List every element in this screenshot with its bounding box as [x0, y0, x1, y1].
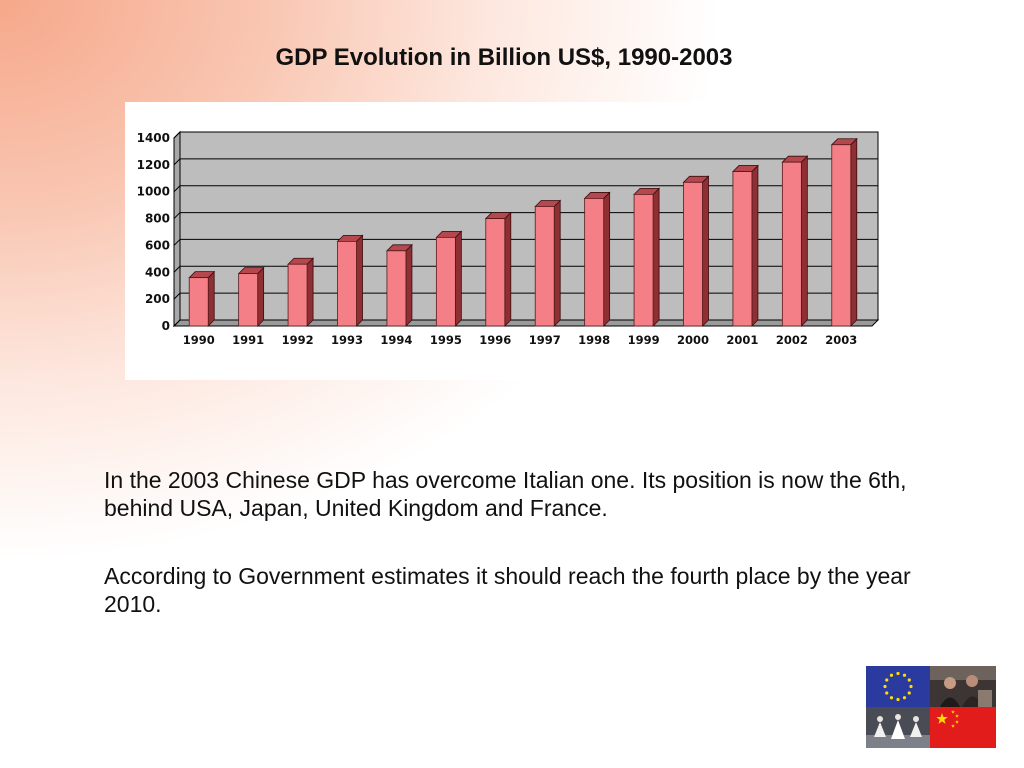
gridline-side: [173, 292, 181, 300]
bar: [337, 240, 357, 327]
gridline-side: [173, 131, 181, 139]
gridline-side: [173, 239, 181, 246]
bar-side: [603, 191, 611, 327]
paragraph-2: According to Government estimates it sho…: [104, 563, 911, 617]
bar-side: [207, 270, 215, 327]
bar: [732, 171, 753, 327]
bar-side: [751, 164, 759, 327]
bar-side: [257, 266, 265, 327]
x-tick-label: 1999: [628, 333, 660, 347]
bar-side: [850, 137, 858, 327]
y-tick-label: 1200: [137, 158, 170, 172]
plot-side-wall: [173, 130, 181, 328]
gridline-side: [173, 212, 181, 219]
x-tick-label: 1990: [183, 333, 215, 347]
x-tick-label: 1995: [430, 333, 462, 347]
slide-title: GDP Evolution in Billion US$, 1990-2003: [275, 44, 733, 71]
x-tick-label: 1993: [331, 333, 363, 347]
bar: [534, 206, 555, 327]
bar-side: [454, 230, 462, 327]
dancers-photo-icon: [866, 707, 930, 748]
x-tick-label: 1994: [380, 333, 412, 347]
gridline-side: [173, 158, 181, 166]
bar-side: [504, 211, 512, 327]
gdp-bar-chart: 0 200 400 600 800 1000 1200 1400 1990 1991 1992 199…: [125, 102, 898, 380]
x-tick-label: 1991: [232, 333, 264, 347]
bar: [287, 263, 308, 327]
y-tick-label: 0: [162, 319, 170, 333]
x-tick-label: 2002: [776, 333, 808, 347]
gridline-side: [173, 185, 181, 193]
bar: [831, 144, 852, 327]
bar-side: [356, 234, 363, 327]
bar-side: [800, 155, 808, 327]
bar: [781, 161, 802, 327]
bar: [584, 198, 605, 327]
logo-mosaic: [866, 666, 996, 748]
gridline-side: [173, 265, 181, 273]
y-tick-label: 400: [145, 265, 170, 279]
people-photo-icon: [930, 666, 996, 707]
y-tick-label: 200: [145, 292, 170, 306]
plot-area: [179, 131, 879, 321]
bar: [238, 273, 259, 327]
x-tick-label: 1996: [479, 333, 511, 347]
y-tick-label: 800: [145, 212, 170, 226]
chart-svg: 0 200 400 600 800 1000 1200 1400 1990 1991 1992 199…: [137, 130, 880, 347]
x-tick-label: 2003: [825, 333, 857, 347]
china-flag-icon: [930, 707, 996, 748]
bar: [435, 236, 456, 327]
bar-side: [306, 257, 314, 327]
bar: [683, 181, 703, 327]
bar-side: [652, 187, 660, 327]
body-text: In the 2003 Chinese GDP has overcome Ita…: [104, 466, 944, 658]
y-tick-label: 1400: [137, 131, 170, 145]
y-tick-label: 600: [145, 238, 170, 252]
bar: [485, 218, 506, 327]
x-tick-label: 1997: [529, 333, 561, 347]
eu-flag-icon: [866, 666, 930, 707]
x-tick-label: 2001: [726, 333, 758, 347]
bar: [633, 194, 654, 327]
x-tick-label: 1992: [282, 333, 314, 347]
x-tick-label: 2000: [677, 333, 709, 347]
bar: [386, 250, 407, 327]
bar: [188, 277, 209, 327]
y-tick-label: 1000: [137, 185, 170, 199]
paragraph-1: In the 2003 Chinese GDP has overcome Ita…: [104, 467, 907, 521]
x-tick-label: 1998: [578, 333, 610, 347]
plot-floor: [172, 319, 880, 327]
bar-side: [553, 199, 561, 327]
bar-side: [405, 243, 413, 327]
bar-side: [702, 175, 709, 327]
gridline-side: [173, 319, 181, 327]
